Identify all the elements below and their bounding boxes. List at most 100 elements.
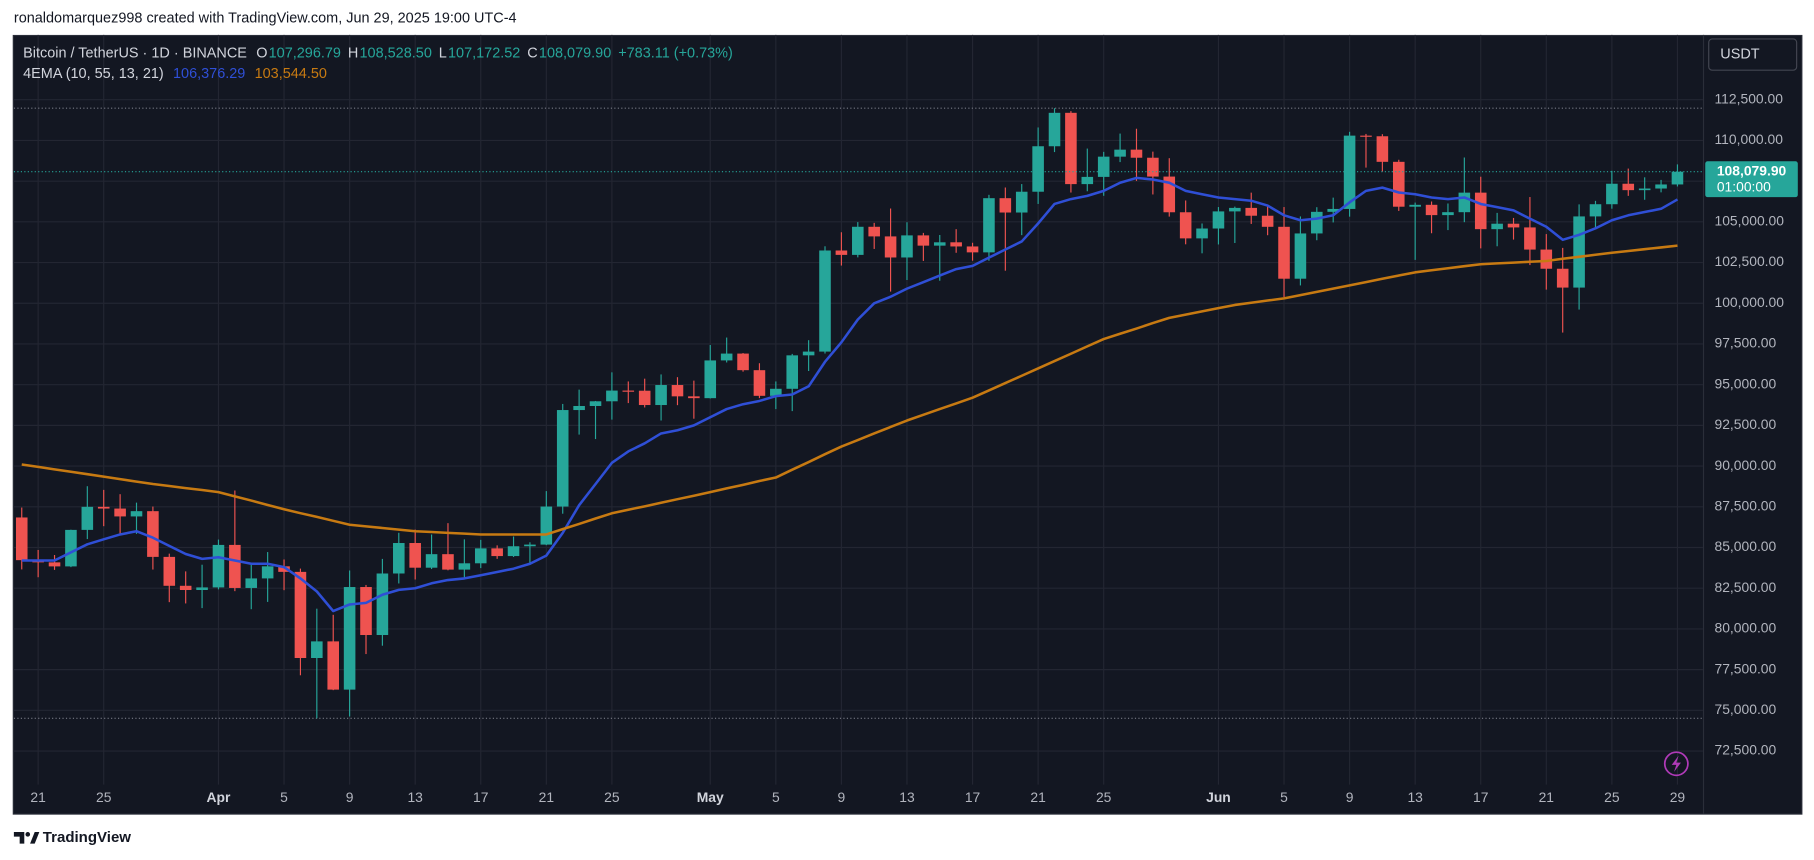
candle-body [524,544,536,547]
alert-circle[interactable] [1663,751,1689,777]
candle-body [901,235,913,258]
y-tick-label: 75,000.00 [1715,701,1777,717]
legend-key: H [348,45,358,61]
header-text: ronaldomarquez998 created with TradingVi… [14,11,517,27]
candle-body [917,235,930,246]
x-tick-label: 25 [96,789,112,805]
y-tick-label: 77,500.00 [1715,660,1777,676]
legend-value: 107,172.52 [448,45,520,61]
x-tick-label: 21 [539,789,555,805]
candle-body [786,355,799,389]
candle-body [1474,192,1487,230]
indicator-name: 4EMA (10, 55, 13, 21) [23,66,164,82]
x-tick-label: 25 [604,789,620,805]
currency-label[interactable]: USDT [1720,46,1760,62]
y-tick-label: 72,500.00 [1715,742,1777,758]
last-price-tag [1705,161,1798,198]
x-tick-label: May [697,789,724,805]
candle-body [425,554,438,568]
x-tick-label: 21 [1539,789,1555,805]
candle-body [507,546,520,557]
alert-bolt[interactable] [1671,755,1681,772]
candle-body [999,198,1012,213]
candle-body [81,506,94,530]
candle-body [1130,149,1143,158]
candle-body [1327,208,1339,212]
y-tick-label: 102,500.00 [1715,253,1785,269]
legend-key: L [439,45,447,61]
candle-body [1114,149,1126,157]
x-tick-label: 5 [280,789,288,805]
legend-key: C [527,45,537,61]
candle-body [1638,188,1651,191]
candle-body [327,641,340,690]
candle-body [933,242,946,246]
x-tick-label: 17 [1473,789,1489,805]
x-tick-label: 17 [965,789,981,805]
candle-body [770,388,782,396]
y-tick-label: 97,500.00 [1715,335,1777,351]
candle-body [360,587,372,636]
x-tick-label: 13 [407,789,423,805]
candle-body [688,396,700,399]
chart-panel [12,34,1803,815]
x-tick-label: 13 [899,789,915,805]
alert-icon[interactable] [1663,751,1689,777]
candle-body [442,554,454,570]
y-tick-label: 82,500.00 [1715,579,1777,595]
candle-body [1671,171,1684,185]
candle-body [1147,157,1159,177]
candle-body [1491,223,1503,230]
candle-body [1311,211,1323,234]
ema-line [21,244,1678,536]
candle-body [1343,135,1356,209]
candle-body [114,508,126,517]
candle-body [1655,184,1667,189]
candle-body [884,236,897,258]
candle-body [163,556,176,586]
last-price-label: 108,079.90 [1717,162,1787,178]
candle-body [1097,156,1110,177]
candle-body [393,543,405,574]
y-tick-label: 112,500.00 [1715,90,1784,106]
candle-body [1622,183,1635,191]
candle-body [556,410,569,507]
candle-body [229,544,241,588]
x-tick-label: 5 [772,789,780,805]
candle-body [606,390,618,402]
x-tick-label: 13 [1407,789,1423,805]
candle-body [1573,216,1585,288]
y-tick-label: 110,000.00 [1715,131,1784,147]
candle-body [343,587,356,690]
candle-body [704,360,717,399]
logo-mark [13,832,25,844]
y-tick-label: 105,000.00 [1715,213,1785,229]
indicator-value: 103,544.50 [255,66,327,82]
candle-body [15,517,28,561]
legend-line: Bitcoin / TetherUS · 1D · BINANCE O107,29… [23,45,733,61]
y-tick-label: 95,000.00 [1715,375,1777,391]
candle-body [1212,211,1225,229]
candle-body [474,548,487,564]
candle-body [1540,249,1553,269]
x-tick-label: 21 [1030,789,1046,805]
candle-body [1229,207,1241,212]
candle-body [491,548,503,557]
candle-body [311,641,323,659]
candle-body [1507,223,1520,228]
candle-body [1065,112,1077,185]
candle-body [868,226,880,237]
currency-button[interactable] [1708,38,1798,71]
candle-body [1032,146,1044,192]
y-tick-label: 87,500.00 [1715,497,1777,513]
candle-body [1392,161,1405,207]
candle-body [1606,183,1618,205]
footer-logo [13,832,40,844]
candle-body [245,578,258,588]
y-tick-label: 80,000.00 [1715,620,1777,636]
candle-body [720,353,733,361]
x-tick-label: Apr [207,789,231,805]
ema-line [21,176,1679,613]
